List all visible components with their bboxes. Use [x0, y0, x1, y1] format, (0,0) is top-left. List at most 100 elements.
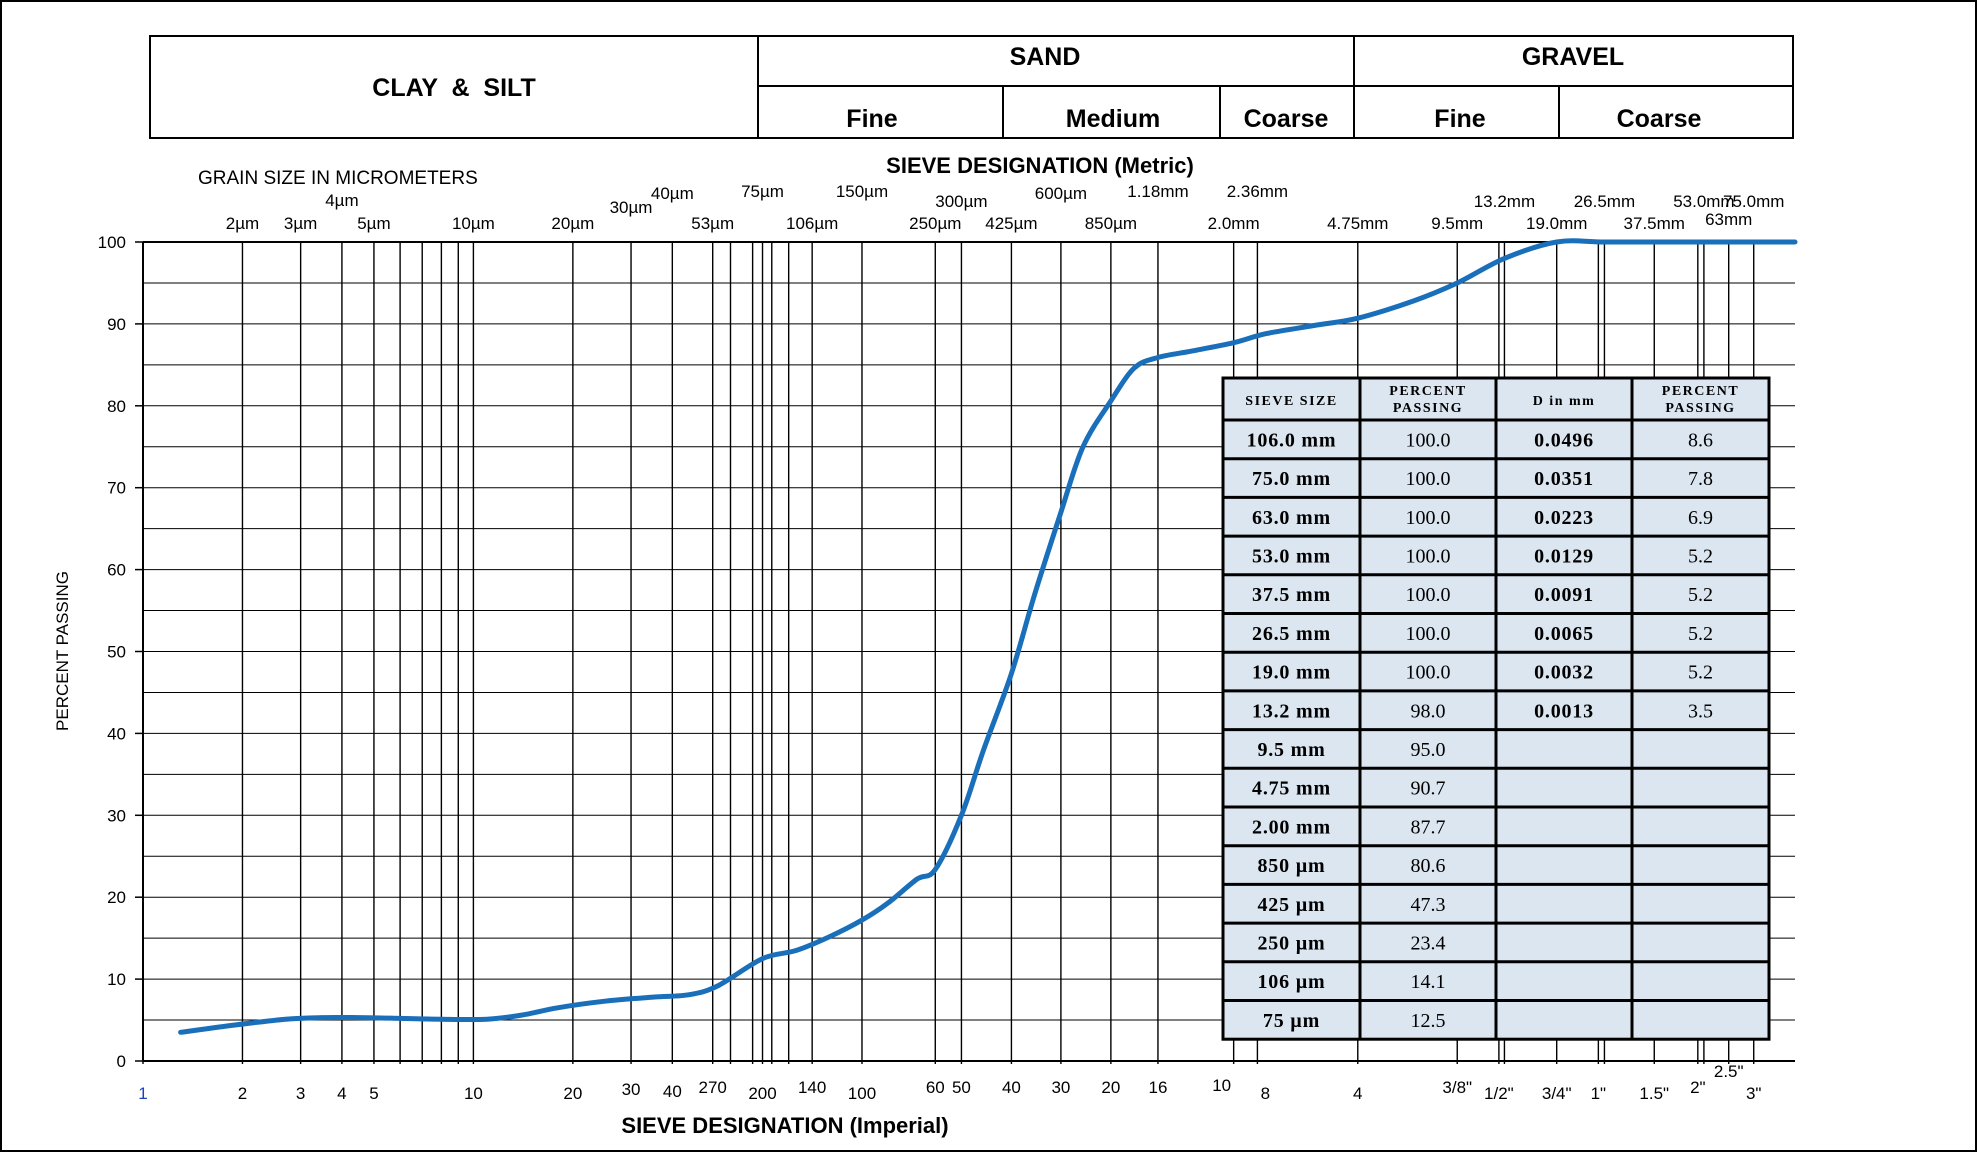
imperial-tick-label: 4 — [1353, 1084, 1362, 1103]
imperial-tick-labels: 1 2 3 4 5 10 20 30 40 270 200 140 100 60 50 40 30 20 16 10 8… — [138, 1062, 1761, 1103]
imperial-tick-label: 10 — [1212, 1076, 1231, 1095]
table-cell: 3.5 — [1688, 700, 1713, 722]
y-tick-label: 60 — [107, 561, 126, 580]
y-tick-label: 50 — [107, 643, 126, 662]
imperial-tick-label: 2.5" — [1714, 1062, 1744, 1081]
table-cell: 850 µm — [1258, 855, 1326, 877]
gravel-label: GRAVEL — [1522, 43, 1624, 71]
table-cell: 100.0 — [1406, 584, 1451, 606]
table-cell: 75 µm — [1263, 1010, 1320, 1032]
metric-tick-label: 106µm — [786, 214, 838, 233]
imperial-tick-label: 5 — [369, 1084, 378, 1103]
imperial-tick-label: 20 — [1101, 1078, 1120, 1097]
table-cell: 95.0 — [1411, 739, 1446, 761]
imperial-tick-label: 16 — [1148, 1078, 1167, 1097]
metric-tick-label: 53µm — [691, 214, 734, 233]
metric-tick-label: 1.18mm — [1127, 182, 1188, 201]
table-cell: 5.2 — [1688, 545, 1713, 567]
imperial-tick-label: 8 — [1261, 1084, 1270, 1103]
table-cell: 0.0496 — [1534, 429, 1594, 451]
imperial-tick-label: 4 — [337, 1084, 346, 1103]
imperial-tick-label: 3 — [296, 1084, 305, 1103]
y-tick-label: 10 — [107, 970, 126, 989]
table-cell: 7.8 — [1688, 468, 1713, 490]
table-cell: 250 µm — [1258, 932, 1326, 954]
imperial-tick-label: 10 — [464, 1084, 483, 1103]
metric-tick-label: 26.5mm — [1574, 192, 1635, 211]
imperial-tick-label: 30 — [1051, 1078, 1070, 1097]
table-header-line: PASSING — [1665, 401, 1735, 416]
table-cell: 90.7 — [1411, 778, 1446, 800]
table-cell: 75.0 mm — [1252, 468, 1331, 490]
imperial-tick-label: 3/4" — [1542, 1084, 1572, 1103]
metric-tick-label: 63mm — [1705, 210, 1752, 229]
grain-size-title: GRAIN SIZE IN MICROMETERS — [198, 168, 478, 189]
y-tick-label: 70 — [107, 479, 126, 498]
table-header-line: PERCENT — [1389, 384, 1466, 399]
table-cell: 425 µm — [1258, 894, 1326, 916]
y-axis-title: PERCENT PASSING — [53, 571, 72, 731]
table-cell: 87.7 — [1411, 816, 1446, 838]
y-tick-label: 100 — [98, 233, 126, 252]
metric-tick-label: 600µm — [1035, 184, 1087, 203]
table-cell: 9.5 mm — [1257, 739, 1325, 761]
metric-tick-label: 19.0mm — [1526, 214, 1587, 233]
table-cell: 0.0223 — [1534, 507, 1594, 529]
sand-medium-label: Medium — [1066, 105, 1160, 133]
metric-tick-label: 10µm — [452, 214, 495, 233]
table-cell: 6.9 — [1688, 507, 1713, 529]
table-cell: 63.0 mm — [1252, 507, 1331, 529]
imperial-tick-label: 1/2" — [1484, 1084, 1514, 1103]
y-tick-labels: 0 10 20 30 40 50 60 70 80 90 100 — [98, 233, 143, 1071]
table-cell: 106.0 mm — [1247, 429, 1337, 451]
table-cell: 100.0 — [1406, 545, 1451, 567]
imperial-tick-label: 50 — [952, 1078, 971, 1097]
table-header-cell: D in mm — [1533, 394, 1596, 409]
table-cell: 100.0 — [1406, 623, 1451, 645]
table-cell: 100.0 — [1406, 662, 1451, 684]
table-cell: 100.0 — [1406, 468, 1451, 490]
gradation-curve — [178, 238, 1798, 1035]
table-cell: 0.0351 — [1534, 468, 1594, 490]
table-cell: 0.0065 — [1534, 623, 1594, 645]
imperial-tick-label: 2 — [238, 1084, 247, 1103]
metric-tick-label: 75µm — [741, 182, 784, 201]
metric-tick-label: 2µm — [226, 214, 259, 233]
metric-tick-label: 13.2mm — [1474, 192, 1535, 211]
table-header-line: D in mm — [1533, 394, 1596, 409]
table-header-line: PERCENT — [1662, 384, 1739, 399]
table-cell: 53.0 mm — [1252, 545, 1331, 567]
metric-tick-label: 2.0mm — [1208, 214, 1260, 233]
metric-tick-label: 2.36mm — [1227, 182, 1288, 201]
metric-tick-label: 4.75mm — [1327, 214, 1388, 233]
metric-tick-label: 75.0mm — [1723, 192, 1784, 211]
metric-tick-label: 20µm — [551, 214, 594, 233]
metric-tick-label: 250µm — [909, 214, 961, 233]
table-cell: 26.5 mm — [1252, 623, 1331, 645]
imperial-tick-label: 200 — [748, 1084, 776, 1103]
imperial-tick-label: 140 — [798, 1078, 826, 1097]
table-cell: 14.1 — [1411, 971, 1446, 993]
imperial-tick-label: 1.5" — [1639, 1084, 1669, 1103]
table-cell: 106 µm — [1258, 971, 1326, 993]
table-cell: 13.2 mm — [1252, 700, 1331, 722]
table-cell: 5.2 — [1688, 662, 1713, 684]
table-cell: 80.6 — [1411, 855, 1446, 877]
metric-tick-label: 5µm — [357, 214, 390, 233]
metric-tick-label: 53.0mm — [1673, 192, 1734, 211]
table-cell: 47.3 — [1411, 894, 1446, 916]
y-tick-label: 40 — [107, 724, 126, 743]
sieve-metric-title: SIEVE DESIGNATION (Metric) — [886, 153, 1194, 178]
imperial-tick-label: 2" — [1690, 1078, 1706, 1097]
table-cell: 23.4 — [1411, 932, 1446, 954]
table-cell: 4.75 mm — [1252, 778, 1331, 800]
sand-fine-label: Fine — [846, 105, 897, 133]
curve-layer — [178, 238, 1798, 1035]
table-header-line: SIEVE SIZE — [1245, 394, 1337, 409]
table-header-line: PASSING — [1393, 401, 1463, 416]
table-cell: 8.6 — [1688, 429, 1713, 451]
y-tick-label: 80 — [107, 397, 126, 416]
